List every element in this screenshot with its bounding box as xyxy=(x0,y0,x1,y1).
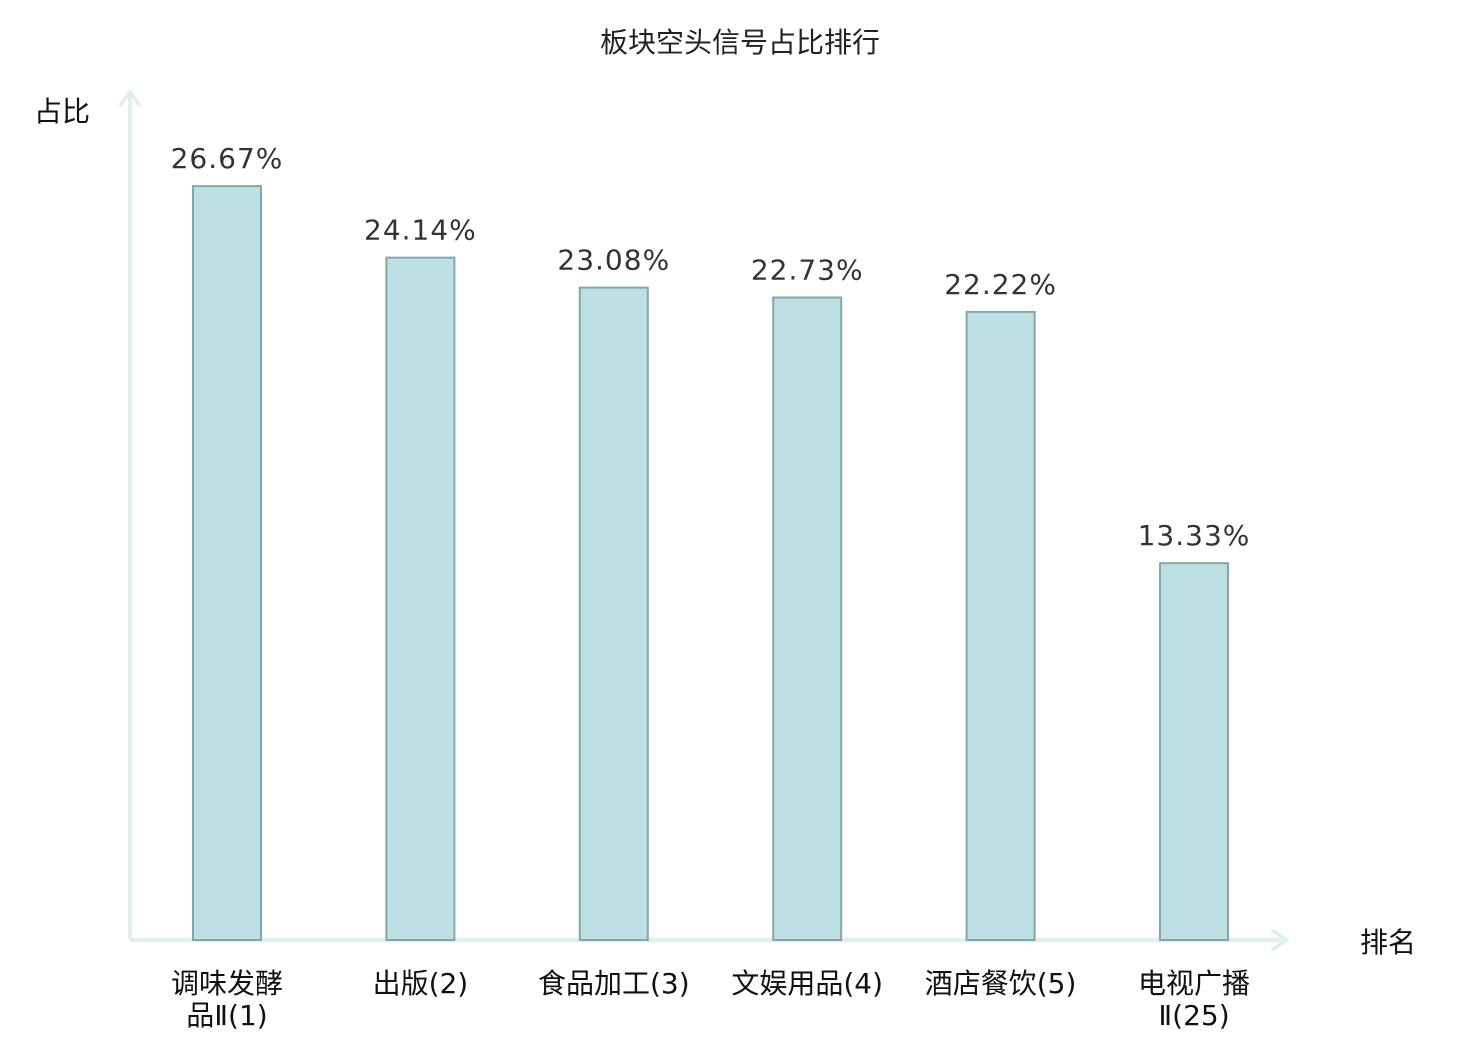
x-axis-arrow xyxy=(1270,928,1290,952)
bar-1 xyxy=(192,185,262,942)
bar-series xyxy=(192,185,1229,942)
category-label-4: 文娱用品(4) xyxy=(731,967,883,1000)
category-label-1-line-1: 调味发酵 xyxy=(171,967,283,1000)
bar-2 xyxy=(385,256,456,942)
value-labels: 26.67% 24.14% 23.08% 22.73% 22.22% 13.33% xyxy=(171,142,1251,552)
value-label-2: 24.14% xyxy=(364,214,477,247)
value-label-6: 13.33% xyxy=(1138,519,1251,552)
value-label-5: 22.22% xyxy=(944,268,1057,301)
bar-4 xyxy=(772,296,843,941)
chart-title: 板块空头信号占比排行 xyxy=(600,26,880,59)
value-label-1: 26.67% xyxy=(171,142,284,175)
category-label-6-line-1: 电视广播 xyxy=(1138,967,1250,1000)
value-label-3: 23.08% xyxy=(557,244,670,277)
category-label-3: 食品加工(3) xyxy=(538,967,690,1000)
y-axis-arrow xyxy=(118,88,142,108)
value-label-4: 22.73% xyxy=(751,253,864,286)
bar-5 xyxy=(965,310,1036,941)
x-axis-label: 排名 xyxy=(1360,926,1416,959)
bar-6 xyxy=(1159,562,1229,941)
bar-3 xyxy=(578,286,649,941)
category-label-2: 出版(2) xyxy=(373,967,469,1000)
category-label-5: 酒店餐饮(5) xyxy=(925,967,1077,1000)
y-axis-label: 占比 xyxy=(34,95,90,128)
category-label-6-line-2: Ⅱ(25) xyxy=(1158,999,1229,1032)
category-label-1-line-2: 品Ⅱ(1) xyxy=(186,999,267,1032)
